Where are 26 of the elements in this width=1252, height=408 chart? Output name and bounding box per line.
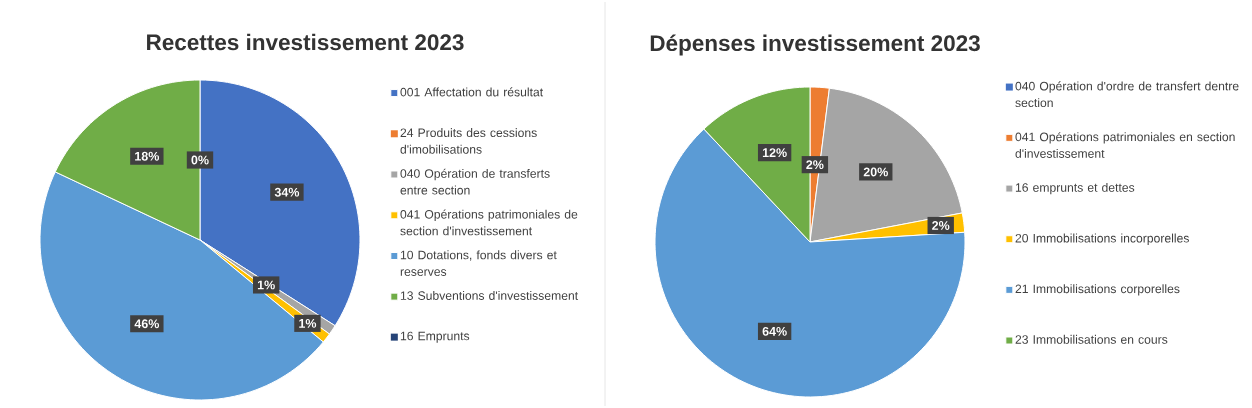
legend-label: 001 Affectation du résultat <box>400 87 544 97</box>
legend-label: 16 emprunts et dettes <box>1015 182 1135 195</box>
data-label: 18% <box>135 151 160 161</box>
legend-label: 24 Produits des cessions d'imobilisations <box>400 128 537 154</box>
legend-label: 20 Immobilisations incorporelles <box>1015 233 1189 245</box>
data-label: 64% <box>762 326 787 336</box>
chart-title: Dépenses investissement 2023 <box>650 34 980 56</box>
data-label: 20% <box>863 167 888 177</box>
legend-label: 23 Immobilisations en cours <box>1015 334 1168 344</box>
text: 0% <box>191 155 209 165</box>
legend-label: 21 Immobilisations corporelles <box>1015 284 1180 296</box>
legend-label: 13 Subventions d'investissement <box>400 291 579 300</box>
data-label: 34% <box>274 187 300 197</box>
legend-label: 040 Opération d'ordre de transfert dentre section <box>1015 81 1239 108</box>
legend-label: 16 Emprunts <box>400 331 470 343</box>
legend-label: 041 Opérations patrimoniales de section d'investissement <box>400 209 578 236</box>
data-label: 1% <box>299 318 317 328</box>
data-label: 46% <box>134 319 160 329</box>
data-label: 12% <box>762 148 787 158</box>
data-label: 1% <box>257 280 275 290</box>
data-label: 2% <box>932 221 950 230</box>
chart-title: Recettes investissement 2023 <box>147 33 464 51</box>
legend-label: 10 Dotations, fonds divers et reserves <box>400 250 557 276</box>
legend-label: 041 Opérations patrimoniales en section d'investissement <box>1015 132 1235 158</box>
data-label: 2% <box>806 160 824 170</box>
legend-label: 040 Opération de transferts entre section <box>400 168 550 195</box>
